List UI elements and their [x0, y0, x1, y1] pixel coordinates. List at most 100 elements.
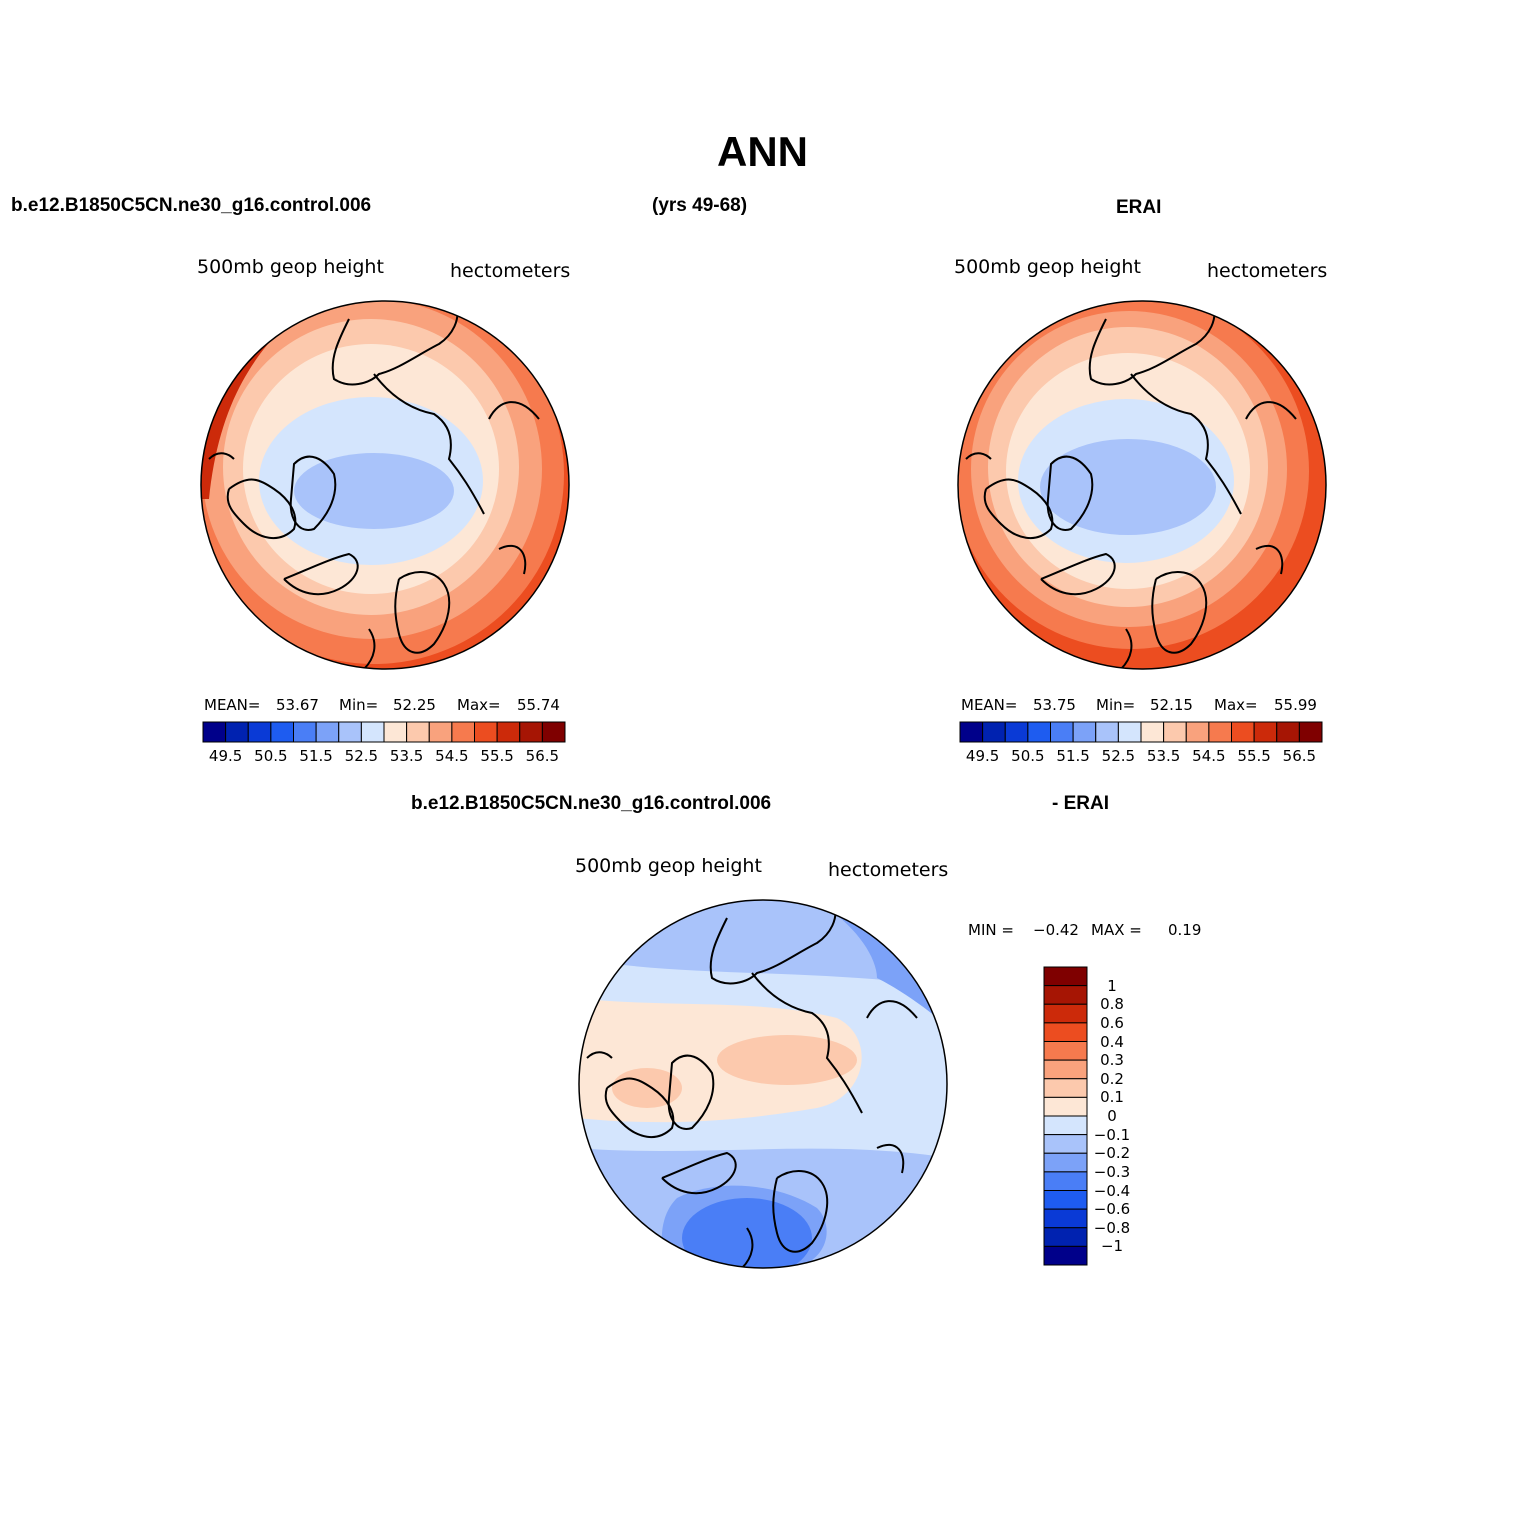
diff-colorbar-tick-label: −1: [1100, 1237, 1124, 1256]
diff-min-label: MIN =: [968, 921, 1014, 939]
obs-colorbar-box: [982, 721, 1006, 743]
obs-colorbar-box: [1004, 721, 1029, 743]
diff-colorbar-tick-label: −0.8: [1093, 1218, 1131, 1237]
diff-colorbar-box: [1043, 1003, 1088, 1024]
diff-colorbar-box: [1043, 1245, 1088, 1266]
obs-colorbar-tick-label: 56.5: [1282, 747, 1317, 765]
obs-colorbar-box: [1050, 721, 1074, 743]
model-mean-value: 53.67: [276, 696, 319, 714]
diff-colorbar-tick-label: 0.3: [1100, 1051, 1124, 1070]
diff-colorbar-tick-label: 0.8: [1100, 995, 1124, 1014]
diff-variable-label: 500mb geop height: [575, 855, 762, 877]
diff-colorbar-tick-label: 0.2: [1100, 1069, 1124, 1088]
diff-max-label: MAX =: [1091, 921, 1142, 939]
model-min-label: Min=: [339, 696, 379, 714]
diff-colorbar-tick-label: −0.6: [1093, 1200, 1131, 1219]
obs-colorbar-box: [1072, 721, 1097, 743]
model-colorbar-tick-label: 55.5: [480, 747, 514, 765]
diff-colorbar: [1043, 966, 1088, 1266]
obs-colorbar-box: [1276, 721, 1300, 743]
model-colorbar-tick-label: 54.5: [435, 747, 469, 765]
diff-colorbar-box: [1043, 1115, 1088, 1136]
diff-colorbar-box: [1043, 1041, 1088, 1061]
model-colorbar-box: [360, 721, 385, 743]
obs-colorbar-tick-label: 51.5: [1056, 747, 1090, 765]
obs-max-label: Max=: [1214, 696, 1258, 714]
model-colorbar-tick-label: 49.5: [208, 747, 243, 765]
diff-map-border: [578, 899, 948, 1269]
diff-coastlines: [586, 907, 918, 1268]
model-colorbar-box: [541, 721, 566, 743]
obs-min-value: 52.15: [1150, 696, 1193, 714]
obs-colorbar-box: [1095, 721, 1119, 743]
diff-colorbar-tick-label: 0.6: [1100, 1013, 1124, 1032]
diff-colorbar-box: [1043, 1078, 1088, 1098]
obs-colorbar-box: [1231, 721, 1255, 743]
diff-map: [578, 899, 948, 1269]
diff-obs-header: - ERAI: [1052, 793, 1109, 814]
diff-colorbar-tick-label: −0.3: [1093, 1162, 1131, 1181]
obs-colorbar-box: [1163, 721, 1187, 743]
diff-colorbar-tick-label: 1: [1107, 976, 1117, 995]
obs-colorbar: [959, 721, 1323, 743]
obs-map: [957, 300, 1327, 670]
obs-colorbar-box: [1208, 721, 1232, 743]
model-map: [200, 300, 570, 670]
model-colorbar-box: [519, 721, 543, 743]
model-colorbar-tick-label: 50.5: [254, 747, 288, 765]
obs-colorbar-box: [1117, 721, 1142, 743]
diff-colorbar-box: [1043, 1171, 1088, 1191]
obs-contour-52-5: [1040, 439, 1216, 535]
diff-units-label: hectometers: [828, 859, 949, 881]
diff-colorbar-tick-label: −0.1: [1093, 1125, 1131, 1144]
model-colorbar-box: [270, 721, 294, 743]
model-contour-52-5: [294, 453, 454, 529]
obs-units-label: hectometers: [1207, 260, 1328, 282]
diff-min-value: −0.42: [1033, 921, 1079, 939]
obs-coastlines: [965, 308, 1297, 669]
obs-colorbar-box: [1140, 721, 1165, 743]
diff-colorbar-box: [1043, 1059, 1088, 1080]
obs-name-header: ERAI: [1116, 197, 1162, 218]
obs-colorbar-tick-label: 55.5: [1237, 747, 1271, 765]
diff-max-value: 0.19: [1168, 921, 1202, 939]
model-colorbar-box: [406, 721, 430, 743]
model-colorbar-box: [474, 721, 498, 743]
diff-colorbar-tick-label: −0.4: [1093, 1181, 1131, 1200]
model-min-value: 52.25: [393, 696, 436, 714]
diff-contour-0-1: [717, 1035, 857, 1085]
model-colorbar-box: [338, 721, 362, 743]
model-colorbar-tick-label: 56.5: [525, 747, 560, 765]
model-colorbar: [202, 721, 566, 743]
obs-variable-label: 500mb geop height: [954, 256, 1141, 278]
diff-colorbar-box: [1043, 1022, 1088, 1042]
obs-colorbar-box: [1298, 721, 1323, 743]
diff-contour-neg0-3: [682, 1198, 812, 1268]
model-colorbar-box: [315, 721, 340, 743]
obs-colorbar-tick-label: 52.5: [1101, 747, 1136, 765]
model-colorbar-box: [202, 721, 227, 743]
model-colorbar-box: [247, 721, 272, 743]
diff-colorbar-box: [1043, 1134, 1088, 1154]
model-mean-label: MEAN=: [204, 696, 261, 714]
diff-colorbar-box: [1043, 1227, 1088, 1247]
model-max-value: 55.74: [517, 696, 560, 714]
obs-colorbar-box: [1185, 721, 1210, 743]
case-name-header: b.e12.B1850C5CN.ne30_g16.control.006: [11, 195, 372, 216]
model-units-label: hectometers: [450, 260, 571, 282]
model-colorbar-box: [293, 721, 317, 743]
obs-min-label: Min=: [1096, 696, 1136, 714]
model-colorbar-box: [225, 721, 249, 743]
obs-colorbar-tick-label: 50.5: [1011, 747, 1045, 765]
model-colorbar-box: [451, 721, 475, 743]
diff-colorbar-tick-label: 0.4: [1100, 1032, 1124, 1051]
model-max-label: Max=: [457, 696, 501, 714]
obs-colorbar-box: [959, 721, 984, 743]
obs-colorbar-tick-label: 53.5: [1146, 747, 1181, 765]
obs-mean-value: 53.75: [1033, 696, 1076, 714]
diff-colorbar-box: [1043, 1208, 1088, 1229]
obs-colorbar-box: [1027, 721, 1051, 743]
model-colorbar-tick-label: 51.5: [299, 747, 333, 765]
years-header: (yrs 49-68): [652, 195, 748, 216]
figure-title: ANN: [717, 128, 808, 175]
